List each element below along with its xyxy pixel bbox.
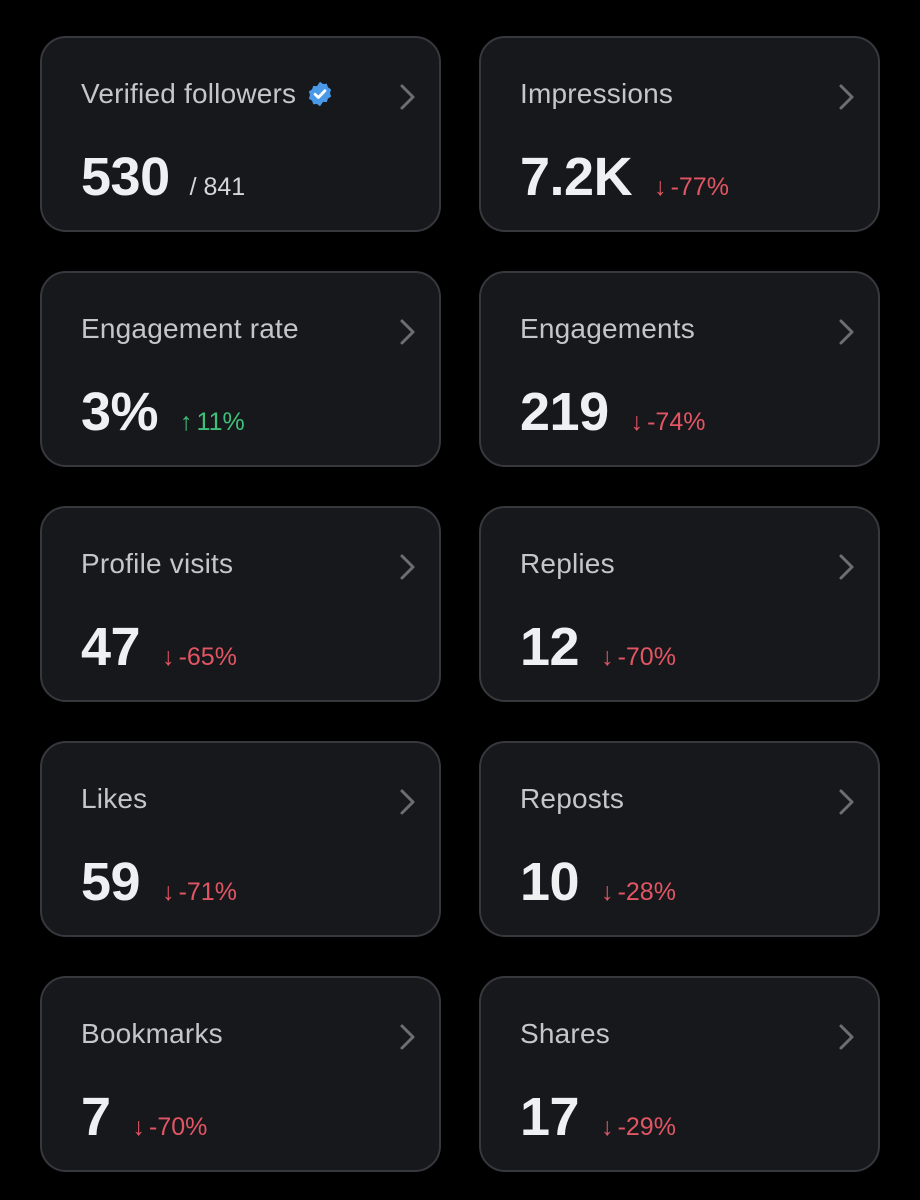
metric-total: / 841 — [189, 173, 246, 201]
card-profile-visits[interactable]: Profile visits 47 ↓ -65% — [40, 506, 441, 702]
value-row: 12 ↓ -70% — [520, 616, 676, 678]
metric-delta: ↑ 11% — [180, 408, 245, 437]
card-label-row: Engagements — [520, 313, 695, 345]
card-label-row: Shares — [520, 1018, 610, 1050]
card-label: Bookmarks — [81, 1018, 223, 1049]
delta-value: -71% — [178, 878, 237, 906]
card-engagements[interactable]: Engagements 219 ↓ -74% — [479, 271, 880, 467]
metric-value: 10 — [520, 852, 580, 912]
chevron-right-icon[interactable] — [395, 1022, 421, 1052]
metric-delta: ↓ -77% — [654, 173, 729, 202]
card-label-row: Impressions — [520, 78, 673, 110]
card-replies[interactable]: Replies 12 ↓ -70% — [479, 506, 880, 702]
metric-value: 17 — [520, 1087, 580, 1147]
metric-delta: ↓ -65% — [162, 643, 237, 672]
metric-delta: ↓ -71% — [162, 878, 237, 907]
card-label-row: Verified followers — [81, 78, 334, 110]
chevron-right-icon[interactable] — [834, 787, 860, 817]
metric-value: 7.2K — [520, 147, 633, 207]
card-shares[interactable]: Shares 17 ↓ -29% — [479, 976, 880, 1172]
card-label: Impressions — [520, 78, 674, 109]
card-bookmarks[interactable]: Bookmarks 7 ↓ -70% — [40, 976, 441, 1172]
delta-value: -74% — [647, 408, 706, 436]
chevron-right-icon[interactable] — [834, 1022, 860, 1052]
card-reposts[interactable]: Reposts 10 ↓ -28% — [479, 741, 880, 937]
metric-value: 530 — [81, 147, 170, 207]
value-row: 530 / 841 — [81, 146, 245, 208]
metric-delta: ↓ -70% — [133, 1113, 208, 1142]
chevron-right-icon[interactable] — [834, 552, 860, 582]
arrow-down-icon: ↓ — [601, 878, 614, 906]
value-row: 7 ↓ -70% — [81, 1086, 207, 1148]
metric-delta: ↓ -74% — [631, 408, 706, 437]
value-row: 59 ↓ -71% — [81, 851, 237, 913]
chevron-right-icon[interactable] — [395, 317, 421, 347]
analytics-grid: Verified followers 530 / 841 Impressions… — [40, 36, 880, 1172]
card-label-row: Likes — [81, 783, 147, 815]
arrow-up-icon: ↑ — [180, 408, 193, 436]
chevron-right-icon[interactable] — [395, 552, 421, 582]
chevron-right-icon[interactable] — [834, 82, 860, 112]
card-impressions[interactable]: Impressions 7.2K ↓ -77% — [479, 36, 880, 232]
value-row: 219 ↓ -74% — [520, 381, 705, 443]
metric-delta: ↓ -70% — [601, 643, 676, 672]
delta-value: -77% — [670, 173, 729, 201]
card-label: Shares — [520, 1018, 610, 1049]
card-verified-followers[interactable]: Verified followers 530 / 841 — [40, 36, 441, 232]
card-engagement-rate[interactable]: Engagement rate 3% ↑ 11% — [40, 271, 441, 467]
card-label-row: Engagement rate — [81, 313, 299, 345]
value-row: 3% ↑ 11% — [81, 381, 245, 443]
metric-delta: ↓ -29% — [601, 1113, 676, 1142]
delta-value: -70% — [149, 1113, 208, 1141]
metric-value: 47 — [81, 617, 141, 677]
card-label: Verified followers — [81, 78, 297, 109]
arrow-down-icon: ↓ — [162, 643, 175, 671]
delta-value: 11% — [196, 408, 245, 436]
card-label: Replies — [520, 548, 615, 579]
card-label-row: Reposts — [520, 783, 624, 815]
metric-value: 12 — [520, 617, 580, 677]
arrow-down-icon: ↓ — [654, 173, 667, 201]
card-label: Profile visits — [81, 548, 234, 579]
card-label: Likes — [81, 783, 148, 814]
card-label: Engagements — [520, 313, 695, 344]
value-row: 17 ↓ -29% — [520, 1086, 676, 1148]
card-label-row: Bookmarks — [81, 1018, 223, 1050]
delta-value: -70% — [617, 643, 676, 671]
value-row: 7.2K ↓ -77% — [520, 146, 729, 208]
arrow-down-icon: ↓ — [601, 643, 614, 671]
verified-badge-icon — [309, 81, 332, 107]
metric-value: 7 — [81, 1087, 111, 1147]
chevron-right-icon[interactable] — [834, 317, 860, 347]
metric-delta: ↓ -28% — [601, 878, 676, 907]
card-label-row: Profile visits — [81, 548, 233, 580]
chevron-right-icon[interactable] — [395, 787, 421, 817]
delta-value: -28% — [617, 878, 676, 906]
card-likes[interactable]: Likes 59 ↓ -71% — [40, 741, 441, 937]
metric-value: 59 — [81, 852, 141, 912]
arrow-down-icon: ↓ — [162, 878, 175, 906]
metric-value: 3% — [81, 382, 159, 442]
arrow-down-icon: ↓ — [601, 1113, 614, 1141]
value-row: 47 ↓ -65% — [81, 616, 237, 678]
metric-value: 219 — [520, 382, 609, 442]
card-label: Reposts — [520, 783, 625, 814]
delta-value: -65% — [178, 643, 237, 671]
arrow-down-icon: ↓ — [132, 1113, 146, 1141]
card-label: Engagement rate — [81, 313, 299, 344]
delta-value: -29% — [617, 1113, 676, 1141]
chevron-right-icon[interactable] — [395, 82, 421, 112]
card-label-row: Replies — [520, 548, 615, 580]
value-row: 10 ↓ -28% — [520, 851, 676, 913]
arrow-down-icon: ↓ — [630, 408, 644, 436]
